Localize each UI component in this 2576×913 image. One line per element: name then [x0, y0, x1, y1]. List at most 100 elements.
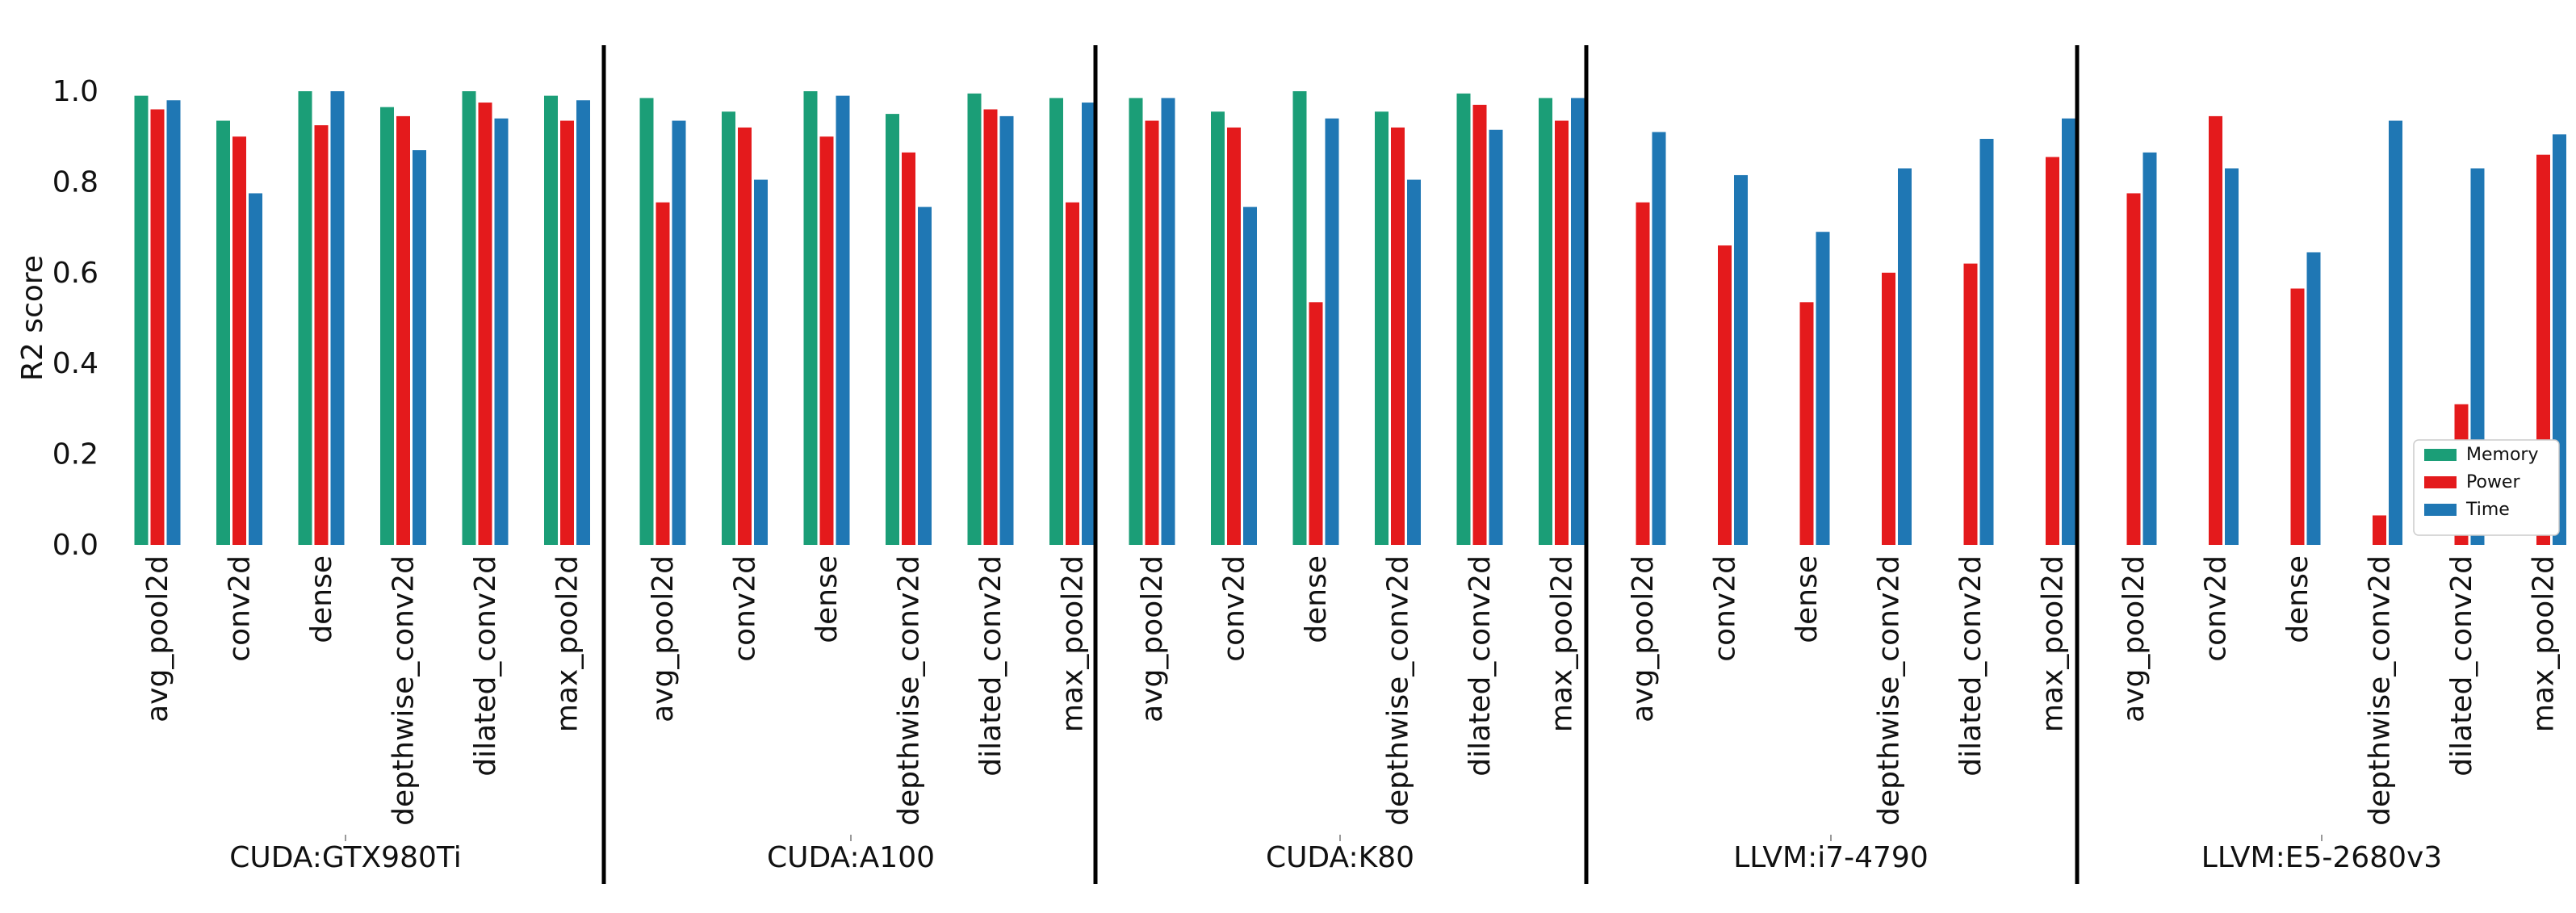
category-label: avg_pool2d [647, 555, 680, 722]
bar-time [999, 115, 1014, 545]
bar-power [1882, 272, 1895, 545]
category-label: avg_pool2d [1136, 555, 1169, 722]
panel-label: LLVM:E5-2680v3 [2201, 841, 2442, 874]
bar-memory [639, 98, 654, 546]
y-tick-label: 1.0 [52, 75, 98, 108]
category-label: max_pool2d [1546, 555, 1579, 732]
bar-power [2290, 288, 2305, 545]
category-label: max_pool2d [551, 555, 584, 732]
panel-label: LLVM:i7-4790 [1733, 841, 1929, 874]
bar-time [330, 91, 345, 545]
bar-time [1652, 132, 1666, 545]
bar-power [150, 109, 165, 546]
panel: avg_pool2d conv2d dense depthwise_conv2d dil… [134, 91, 590, 874]
y-tick-label: 0.2 [52, 438, 98, 471]
category-label: dense [2281, 555, 2314, 643]
bar-power [819, 136, 834, 545]
bar-time [918, 207, 932, 545]
bar-memory [967, 93, 982, 545]
bar-memory [1539, 98, 1552, 546]
bar-time [494, 118, 509, 546]
category-label: dense [810, 555, 844, 643]
bar-time [1325, 118, 1339, 546]
bar-time [1489, 129, 1503, 545]
legend-label: Power [2466, 472, 2520, 492]
bar-memory [803, 91, 818, 545]
panel: avg_pool2d conv2d dense depthwise_conv2d dil… [639, 91, 1095, 874]
bar-power [396, 115, 410, 545]
bar-time [2306, 252, 2321, 545]
bar-power [1066, 202, 1079, 545]
bar-memory [1292, 91, 1307, 545]
bar-power [1636, 202, 1650, 545]
bar-memory [1129, 98, 1143, 546]
legend-swatch [2424, 476, 2457, 488]
bar-time [672, 120, 686, 545]
category-label: conv2d [224, 555, 257, 662]
bar-power [314, 125, 329, 545]
bar-power [560, 120, 574, 545]
bar-time [576, 100, 590, 546]
bar-power [1391, 127, 1405, 545]
bar-power [2373, 515, 2386, 545]
category-label: depthwise_conv2d [1873, 555, 1906, 826]
bar-power [656, 202, 670, 545]
bar-time [413, 150, 426, 545]
bar-power [1555, 120, 1569, 545]
category-label: conv2d [2200, 555, 2233, 662]
bar-power [2046, 157, 2059, 546]
category-label: depthwise_conv2d [893, 555, 926, 826]
category-label: max_pool2d [2037, 555, 2070, 732]
bar-memory [544, 95, 558, 546]
bar-time [754, 179, 768, 545]
category-label: dense [1300, 555, 1333, 643]
category-label: dilated_conv2d [2445, 555, 2478, 777]
category-label: avg_pool2d [2117, 555, 2151, 722]
bar-power [902, 152, 915, 545]
y-tick-label: 0.8 [52, 165, 98, 199]
panel-label: CUDA:K80 [1266, 841, 1414, 874]
bar-memory [886, 114, 899, 546]
bar-power [1472, 104, 1487, 546]
bar-time [1734, 174, 1748, 545]
legend-label: Time [2465, 500, 2510, 520]
bar-time [249, 193, 262, 545]
panel: avg_pool2d conv2d dense depthwise_conv2d dil… [2117, 115, 2566, 874]
bar-power [738, 127, 752, 545]
bar-memory [462, 91, 476, 545]
y-axis-title: R2 score [16, 255, 49, 381]
bar-memory [1211, 111, 1225, 546]
bar-power [1963, 263, 1978, 545]
category-label: avg_pool2d [1627, 555, 1660, 722]
bar-power [232, 136, 246, 545]
bar-power [2126, 193, 2141, 545]
bar-power [1145, 120, 1159, 545]
legend-label: Memory [2466, 445, 2538, 465]
category-label: dilated_conv2d [1464, 555, 1497, 777]
bar-power [2209, 115, 2222, 545]
category-label: dilated_conv2d [1954, 555, 1987, 777]
bar-power [1227, 127, 1241, 545]
category-label: conv2d [1709, 555, 1742, 662]
bar-memory [1049, 98, 1063, 546]
category-label: dense [1791, 555, 1824, 643]
bar-time [2062, 118, 2075, 546]
bar-memory [216, 120, 230, 545]
category-label: depthwise_conv2d [2364, 555, 2397, 826]
panel: avg_pool2d conv2d dense depthwise_conv2d dil… [1129, 91, 1585, 874]
category-label: dilated_conv2d [974, 555, 1007, 777]
bar-time [1407, 179, 1421, 545]
bar-time [1161, 98, 1175, 546]
y-tick-label: 0.0 [52, 529, 98, 562]
bar-power [1799, 302, 1814, 545]
bar-memory [1456, 93, 1471, 545]
category-label: conv2d [1218, 555, 1251, 662]
category-label: max_pool2d [2528, 555, 2561, 732]
bar-time [1816, 232, 1830, 545]
bar-time [2142, 152, 2157, 545]
panel-label: CUDA:GTX980Ti [229, 841, 462, 874]
legend-swatch [2424, 449, 2457, 461]
category-label: avg_pool2d [141, 555, 174, 722]
y-tick-label: 0.6 [52, 257, 98, 290]
